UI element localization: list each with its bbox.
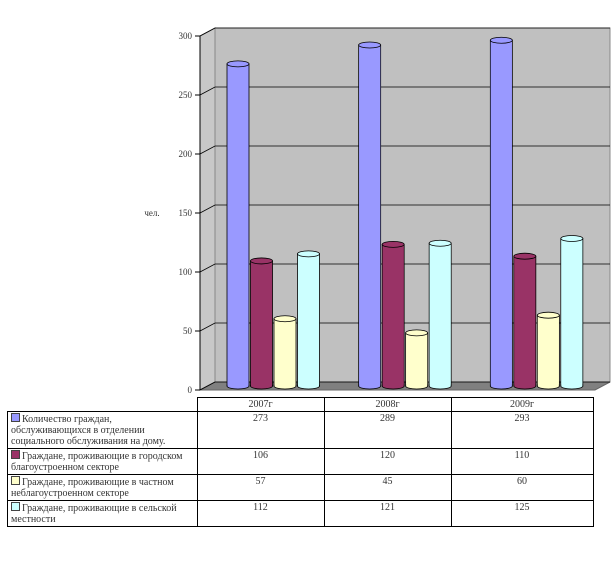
gridline	[199, 145, 610, 155]
gridline	[199, 27, 610, 37]
bar-fill	[274, 318, 296, 386]
legend-swatch	[11, 502, 20, 511]
y-tick-label: 150	[179, 208, 193, 218]
legend-label: Количество граждан, обслуживающихся в от…	[11, 414, 166, 447]
data-label: 125	[450, 500, 594, 527]
gridline	[199, 204, 610, 214]
bar-top	[513, 252, 537, 260]
category-label: 2007г	[196, 397, 325, 412]
data-label: 273	[196, 411, 325, 449]
data-label: 289	[323, 411, 452, 449]
bar	[297, 250, 320, 390]
bar-top	[226, 60, 250, 68]
bar	[560, 235, 584, 390]
bar-top	[428, 239, 452, 247]
y-tick-label: 300	[179, 31, 193, 41]
bar-fill	[406, 332, 428, 386]
data-label: 57	[196, 474, 325, 501]
bar-fill	[537, 315, 559, 386]
bar	[273, 315, 297, 390]
bar	[250, 257, 273, 390]
bar-top	[381, 240, 405, 248]
bar-fill	[490, 40, 512, 386]
legend-swatch	[11, 450, 20, 459]
legend-label: Граждане, проживающие в частном неблагоу…	[11, 477, 174, 499]
bar	[405, 329, 429, 390]
data-label: 60	[450, 474, 594, 501]
y-tick-label: 250	[179, 90, 193, 100]
y-tick-label: 0	[188, 385, 193, 395]
data-label: 121	[323, 500, 452, 527]
bar-top	[560, 235, 584, 242]
bar-fill	[514, 256, 536, 386]
bar	[226, 60, 250, 390]
bar-top	[358, 41, 382, 49]
table-row: Граждане, проживающие в сельской местнос…	[7, 500, 594, 527]
bar	[536, 311, 560, 390]
gridline	[199, 381, 610, 391]
data-label: 106	[196, 448, 325, 475]
legend-label: Граждане, проживающие в сельской местнос…	[11, 503, 177, 525]
bar-top	[273, 315, 297, 323]
category-label: 2009г	[450, 397, 594, 412]
legend-entry: Граждане, проживающие в частном неблагоу…	[7, 474, 198, 501]
y-tick-label: 50	[183, 326, 193, 336]
bar	[489, 36, 513, 390]
bar-top	[405, 329, 429, 337]
legend-entry: Граждане, проживающие в сельской местнос…	[7, 500, 198, 527]
bar-top	[536, 311, 560, 319]
bar	[428, 239, 452, 390]
gridline	[199, 263, 610, 273]
data-label: 45	[323, 474, 452, 501]
bar-top	[489, 36, 513, 44]
legend-entry: Граждане, проживающие в городском благоу…	[7, 448, 198, 475]
data-label: 293	[450, 411, 594, 449]
legend-swatch	[11, 476, 20, 485]
y-tick-label: 100	[179, 267, 193, 277]
bar	[358, 41, 382, 390]
table-row: Граждане, проживающие в частном неблагоу…	[7, 474, 594, 501]
data-table: 2007г 2008г 2009г Количество граждан, обслу…	[7, 397, 594, 527]
y-tick-label: 200	[179, 149, 193, 159]
chart-plot: 0 50 100 150 200 250 300 чел.	[144, 27, 611, 395]
gridline	[199, 86, 610, 96]
legend-swatch	[11, 413, 20, 422]
data-label: 112	[196, 500, 325, 527]
bar-fill	[359, 44, 381, 386]
data-label: 120	[323, 448, 452, 475]
gridline	[199, 322, 610, 332]
bar-fill	[382, 244, 404, 386]
table-row: Количество граждан, обслуживающихся в от…	[7, 411, 594, 449]
bar-fill	[251, 260, 272, 386]
table-row: Граждане, проживающие в городском благоу…	[7, 448, 594, 475]
bar-fill	[298, 253, 319, 386]
bar-fill	[429, 243, 451, 386]
data-label: 110	[450, 448, 594, 475]
category-label: 2008г	[323, 397, 452, 412]
bar-top	[250, 257, 273, 265]
bar-fill	[561, 238, 583, 386]
bar-top	[297, 250, 320, 258]
bar	[513, 252, 537, 390]
corner-cell	[8, 398, 198, 412]
bar	[381, 240, 405, 390]
y-axis-label: чел.	[144, 208, 159, 218]
legend-entry: Количество граждан, обслуживающихся в от…	[7, 411, 198, 449]
legend-label: Граждане, проживающие в городском благоу…	[11, 451, 183, 473]
bar-fill	[227, 63, 249, 387]
